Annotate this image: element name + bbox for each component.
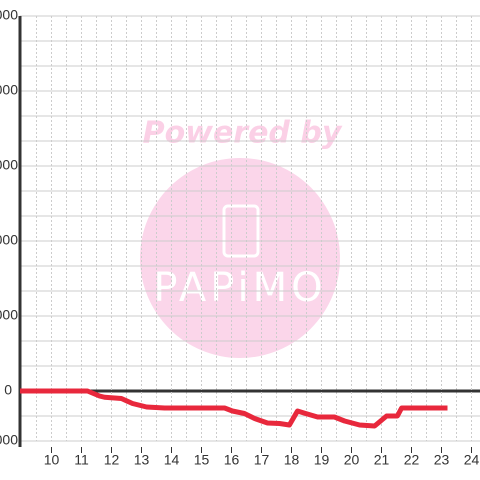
watermark: Powered by PAPiMO bbox=[140, 116, 343, 358]
x-tick-label: 12 bbox=[104, 452, 120, 468]
y-tick-label: 90,000 bbox=[0, 157, 18, 173]
x-tick-label: 16 bbox=[224, 452, 240, 468]
y-tick-label: 120,000 bbox=[0, 82, 18, 98]
x-tick-label: 15 bbox=[194, 452, 210, 468]
line bbox=[20, 388, 448, 429]
x-tick-label: 22 bbox=[404, 452, 420, 468]
x-tick-label: 14 bbox=[164, 452, 180, 468]
watermark-text: Powered by bbox=[143, 116, 343, 151]
y-tick-label: 60,000 bbox=[0, 232, 18, 248]
x-tick-label: 11 bbox=[74, 452, 89, 468]
x-tick-label: 18 bbox=[284, 452, 300, 468]
y-tick-label: -20,000 bbox=[0, 432, 18, 448]
watermark-icon bbox=[222, 204, 260, 258]
watermark-circle bbox=[140, 158, 340, 358]
x-tick-label: 20 bbox=[344, 452, 360, 468]
x-tick-label: 23 bbox=[434, 452, 450, 468]
y-tick-label: 30,000 bbox=[0, 307, 18, 323]
x-tick-label: 10 bbox=[44, 452, 60, 468]
x-tick-label: 21 bbox=[374, 452, 390, 468]
x-tick-label: 19 bbox=[314, 452, 330, 468]
y-tick-label: 0 bbox=[4, 382, 12, 398]
x-tick-label: 17 bbox=[254, 452, 270, 468]
x-tick-label: 24 bbox=[464, 452, 480, 468]
watermark-logo: PAPiMO bbox=[153, 265, 326, 311]
y-tick-label: 150,000 bbox=[0, 7, 18, 23]
x-tick-label: 13 bbox=[134, 452, 150, 468]
